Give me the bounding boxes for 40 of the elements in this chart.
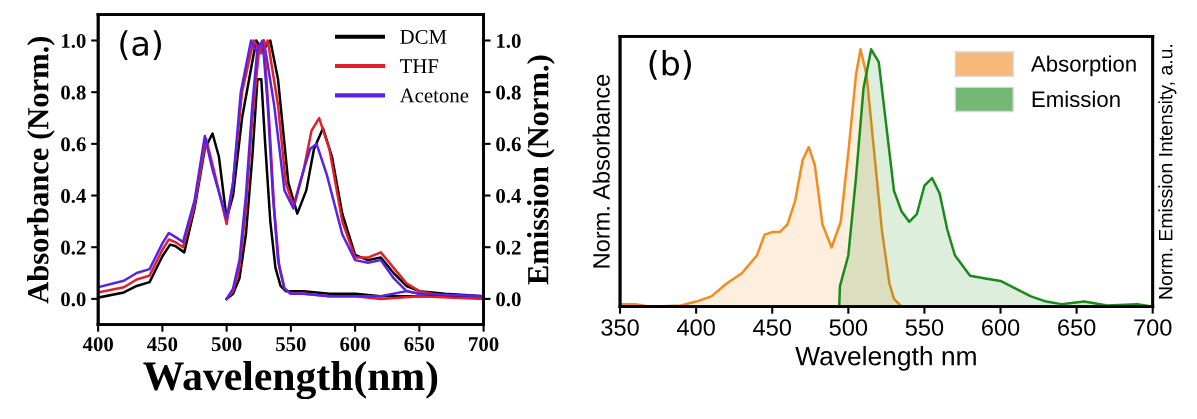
x-tick-label: 650 bbox=[404, 337, 435, 352]
y-tick-label: 0.6 bbox=[61, 137, 86, 152]
x-tick-label: 450 bbox=[147, 337, 178, 352]
x-tick-label: 600 bbox=[982, 319, 1020, 336]
y2-tick-label: 1.0 bbox=[497, 33, 521, 49]
x-axis-title: Wavelength nm bbox=[795, 346, 976, 371]
y-tick-label: 1.0 bbox=[61, 33, 86, 49]
y-axis-title: Norm. Absorbance bbox=[592, 74, 610, 268]
x-tick-label: 400 bbox=[82, 337, 113, 352]
legend-label: Emission bbox=[1032, 90, 1120, 108]
y-tick-label: 0.2 bbox=[61, 240, 86, 255]
annotation: (a) bbox=[120, 30, 161, 60]
y2-tick-label: 0.6 bbox=[496, 137, 521, 152]
x-tick-label: 550 bbox=[276, 337, 306, 352]
y2-tick-label: 0.2 bbox=[496, 240, 521, 255]
x-tick-label: 450 bbox=[753, 319, 792, 336]
x-tick-label: 650 bbox=[1058, 319, 1096, 336]
x-axis-title: Wavelength(nm) bbox=[143, 360, 438, 400]
x-tick-label: 400 bbox=[676, 319, 715, 336]
x-tick-label: 550 bbox=[905, 319, 944, 336]
y-tick-label: 0.4 bbox=[61, 188, 86, 204]
legend-label: Acetone bbox=[399, 88, 469, 103]
y-tick-label: 0.0 bbox=[61, 292, 86, 307]
y2-tick-label: 0.8 bbox=[496, 85, 521, 100]
y2-tick-label: 0.4 bbox=[496, 188, 522, 204]
x-tick-label: 500 bbox=[211, 337, 242, 352]
x-tick-label: 350 bbox=[601, 319, 639, 336]
x-tick-label: 500 bbox=[829, 319, 868, 336]
x-tick-label: 700 bbox=[1134, 319, 1172, 336]
y-tick-label: 0.8 bbox=[61, 85, 86, 100]
legend-label: DCM bbox=[400, 29, 447, 44]
x-tick-label: 700 bbox=[469, 337, 499, 352]
annotation: (b) bbox=[649, 49, 691, 80]
legend-label: THF bbox=[399, 59, 439, 74]
y2-tick-label: 0.0 bbox=[496, 292, 521, 307]
y-axis-title: Absorbance (Norm.) bbox=[27, 36, 55, 304]
y2-axis-title: Emission (Norm.) bbox=[526, 55, 555, 285]
x-tick-label: 600 bbox=[340, 337, 370, 352]
y2-axis-title: Norm. Emission Intensity, a.u. bbox=[1158, 44, 1177, 299]
legend-label: Absorption bbox=[1030, 55, 1136, 77]
